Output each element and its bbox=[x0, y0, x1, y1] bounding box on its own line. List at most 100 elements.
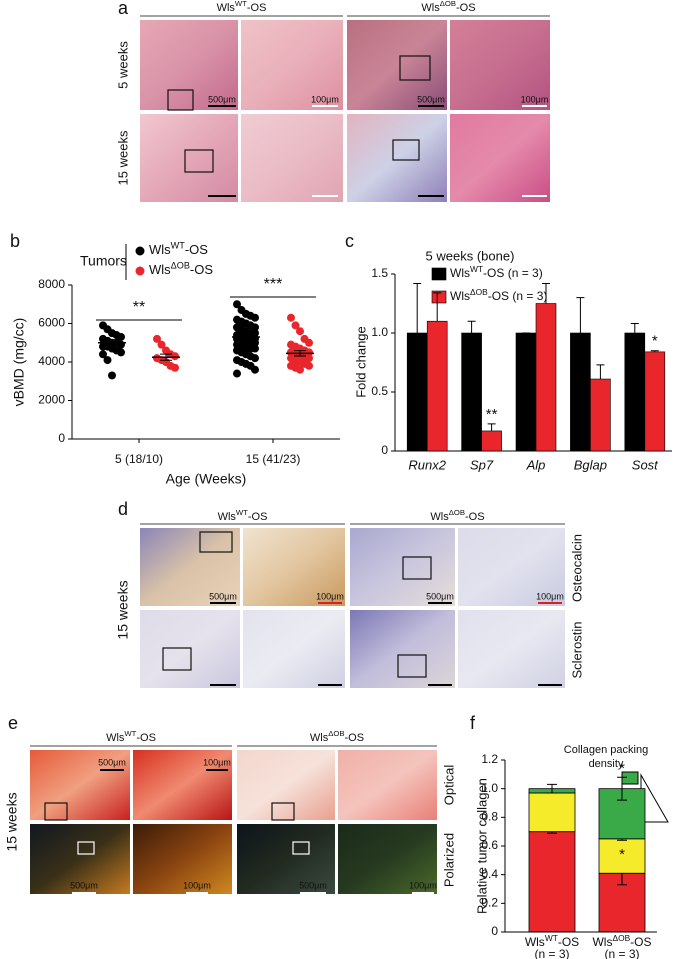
y-tick-label: 1.5 bbox=[371, 266, 388, 280]
row-label: 15 weeks bbox=[4, 792, 20, 851]
micrograph bbox=[458, 610, 565, 688]
scale-label: 500μm bbox=[417, 94, 445, 104]
label-part: -OS bbox=[465, 511, 485, 523]
x-tick-sublabel: (n = 3) bbox=[604, 947, 639, 959]
micrograph bbox=[140, 528, 240, 606]
micrograph bbox=[30, 750, 130, 820]
inset-box bbox=[162, 647, 192, 671]
scale-label: 500μm bbox=[209, 591, 237, 601]
bar-segment bbox=[528, 831, 576, 933]
error-bar bbox=[106, 339, 118, 347]
data-point bbox=[251, 338, 259, 347]
label-part: -OS (n = 3) bbox=[488, 289, 548, 303]
x-tick-label: 15 (41/23) bbox=[246, 452, 301, 466]
panel-label: a bbox=[118, 0, 129, 18]
data-point bbox=[251, 323, 259, 332]
superscript: WT bbox=[470, 264, 483, 274]
label-part: Wls bbox=[525, 935, 545, 949]
y-tick-label: 0.2 bbox=[481, 896, 498, 910]
y-axis-label: vBMD (mg/cc) bbox=[11, 318, 27, 407]
micrograph bbox=[30, 824, 130, 894]
legend-marker bbox=[135, 246, 145, 256]
group-header: WlsWT-OS bbox=[106, 729, 156, 744]
mode-label: Polarized bbox=[441, 833, 456, 887]
inset-box bbox=[397, 654, 427, 678]
label-part: Wls bbox=[450, 289, 470, 303]
label-part: -OS (n = 3) bbox=[483, 266, 543, 280]
error-bar bbox=[617, 776, 627, 801]
scale-label: 100μm bbox=[311, 94, 339, 104]
inset-box bbox=[44, 802, 68, 821]
label-part: Wls bbox=[592, 935, 612, 949]
scale-label: 500μm bbox=[70, 880, 98, 890]
data-point bbox=[305, 338, 313, 347]
bar bbox=[426, 320, 448, 452]
error-bar bbox=[547, 783, 557, 794]
group-header: WlsWT-OS bbox=[218, 508, 268, 523]
stain-label: Osteocalcin bbox=[569, 534, 584, 602]
group-header: WlsΔOB-OS bbox=[430, 508, 484, 523]
error-bar bbox=[294, 350, 306, 357]
row-label: 15 weeks bbox=[115, 130, 130, 185]
data-point bbox=[117, 348, 125, 357]
error-bar bbox=[576, 297, 585, 333]
scale-label: 100μm bbox=[536, 591, 564, 601]
micrograph bbox=[237, 824, 335, 894]
legend-title: density bbox=[589, 758, 624, 770]
y-tick-label: 2000 bbox=[38, 393, 65, 407]
micrograph bbox=[237, 750, 335, 820]
x-axis-label: Age (Weeks) bbox=[166, 471, 247, 487]
inset-box bbox=[392, 139, 420, 161]
y-tick-label: 4000 bbox=[38, 354, 65, 368]
micrograph bbox=[241, 20, 343, 110]
data-point bbox=[287, 313, 295, 322]
superscript: ΔOB bbox=[612, 933, 630, 943]
y-axis-label: Fold change bbox=[353, 326, 368, 398]
scale-label: 100μm bbox=[203, 757, 231, 767]
scale-label: 100μm bbox=[409, 880, 437, 890]
legend-label: WlsΔOB-OS (n = 3) bbox=[450, 287, 547, 303]
x-tick-label: Alp bbox=[526, 457, 546, 472]
label-part: Wls bbox=[430, 511, 449, 523]
panel-label: f bbox=[470, 713, 476, 733]
data-point bbox=[296, 365, 304, 374]
label-part: -OS bbox=[185, 242, 208, 257]
data-point bbox=[99, 350, 107, 359]
data-point bbox=[251, 354, 259, 363]
label-part: -OS bbox=[630, 935, 651, 949]
superscript: WT bbox=[124, 729, 136, 738]
micrograph bbox=[140, 114, 238, 202]
superscript: ΔOB bbox=[449, 508, 465, 517]
label-part: -OS bbox=[345, 732, 365, 744]
superscript: WT bbox=[171, 241, 186, 251]
inset-box bbox=[77, 841, 95, 855]
y-tick-label: 6000 bbox=[38, 316, 65, 330]
micrograph bbox=[338, 750, 437, 820]
scale-label: 500μm bbox=[98, 757, 126, 767]
y-tick-label: 0 bbox=[58, 431, 65, 445]
data-point bbox=[305, 361, 313, 370]
legend-label: WlsWT-OS (n = 3) bbox=[450, 264, 543, 280]
label-part: -OS bbox=[247, 2, 267, 14]
error-bar bbox=[467, 320, 476, 333]
scale-label: 500μm bbox=[426, 591, 454, 601]
label-part: Wls bbox=[217, 2, 236, 14]
micrograph bbox=[243, 610, 345, 688]
legend-label: WlsWT-OS bbox=[149, 241, 208, 258]
panel-label: e bbox=[8, 713, 18, 733]
micrograph bbox=[450, 114, 550, 202]
label-part: -OS bbox=[248, 511, 268, 523]
label-part: -OS bbox=[136, 732, 156, 744]
legend-marker bbox=[135, 266, 145, 276]
micrograph bbox=[458, 528, 565, 606]
scale-label: 500μm bbox=[208, 94, 236, 104]
label-part: Wls bbox=[310, 732, 329, 744]
inset-box bbox=[199, 531, 233, 553]
error-bar bbox=[160, 353, 172, 361]
superscript: ΔOB bbox=[171, 261, 190, 271]
x-tick-sublabel: (n = 3) bbox=[534, 947, 569, 959]
y-axis-label: Relative tumor collagen bbox=[474, 778, 489, 914]
label-part: Wls bbox=[218, 511, 237, 523]
x-tick-label: Bglap bbox=[574, 457, 607, 472]
